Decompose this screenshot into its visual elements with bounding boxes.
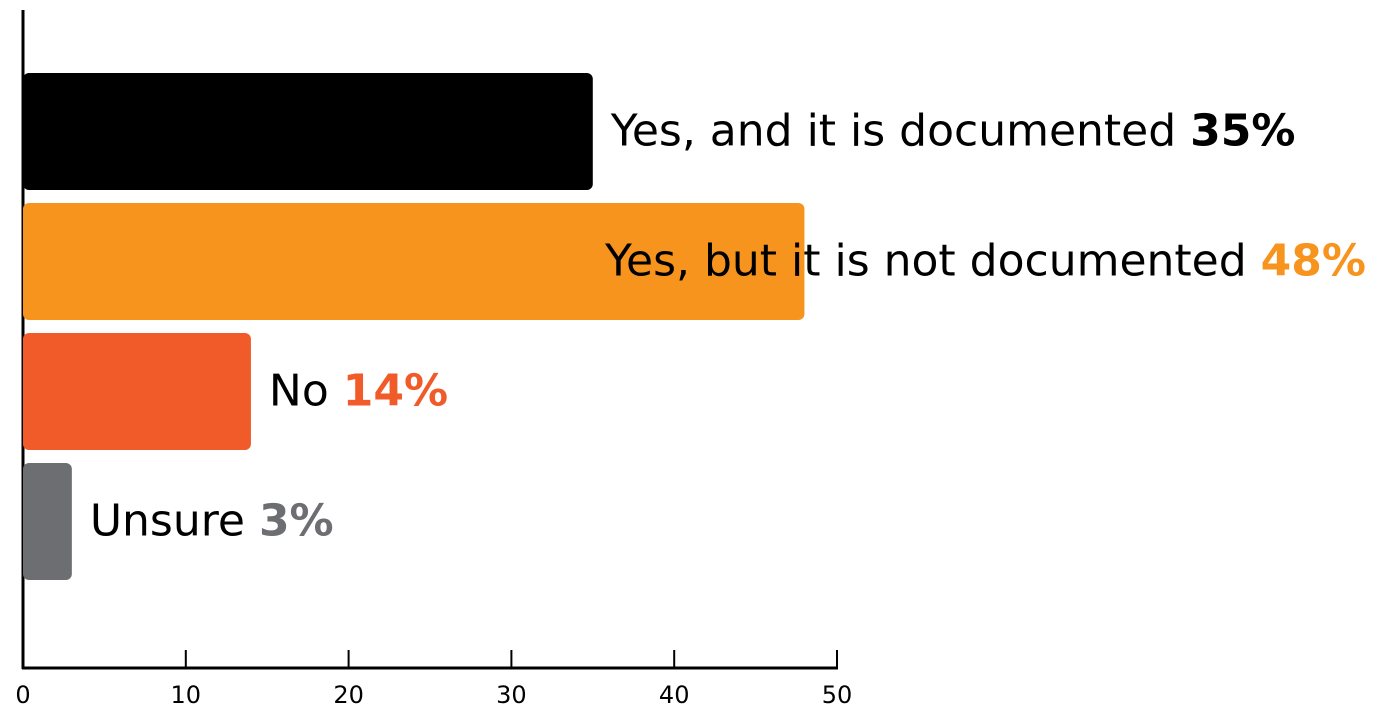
value-label: 35% — [1190, 106, 1295, 157]
bar-label: Unsure 3% — [90, 496, 334, 547]
x-tick-label: 10 — [171, 681, 202, 709]
category-label: Yes, but it is not documented — [604, 236, 1247, 287]
bar — [23, 463, 72, 580]
value-label: 14% — [343, 366, 448, 417]
x-tick-label: 20 — [333, 681, 364, 709]
bar — [23, 73, 593, 190]
category-label: No — [269, 366, 329, 417]
bar — [23, 333, 251, 450]
bar-label: No 14% — [269, 366, 448, 417]
x-tick-label: 50 — [822, 681, 853, 709]
category-label: Yes, and it is documented — [610, 106, 1176, 157]
bar-label: Yes, and it is documented 35% — [610, 106, 1296, 157]
x-tick-label: 0 — [15, 681, 30, 709]
category-label: Unsure — [90, 496, 245, 547]
value-label: 48% — [1261, 236, 1366, 287]
value-label: 3% — [259, 496, 334, 547]
bar-label: Yes, but it is not documented 48% — [604, 236, 1366, 287]
x-tick-label: 30 — [496, 681, 527, 709]
x-tick-label: 40 — [659, 681, 690, 709]
bar — [23, 203, 805, 320]
